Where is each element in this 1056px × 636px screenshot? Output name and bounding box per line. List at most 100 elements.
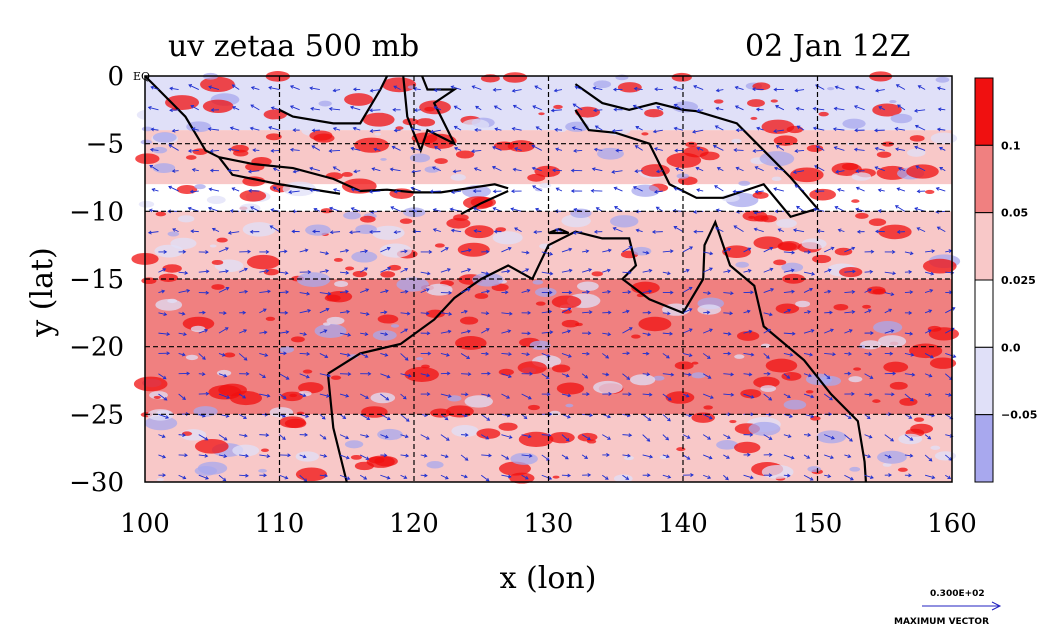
- field-blob: [303, 370, 312, 374]
- field-blob: [632, 247, 652, 256]
- field-blob: [842, 163, 858, 170]
- field-blob: [400, 218, 413, 224]
- field-blob: [203, 100, 234, 113]
- field-blob: [766, 359, 798, 373]
- field-blob: [872, 399, 880, 403]
- field-blob: [675, 361, 694, 369]
- field-blob: [536, 302, 546, 306]
- field-blob: [734, 354, 744, 358]
- x-tick-label: 110: [255, 509, 305, 539]
- field-blob: [795, 301, 810, 308]
- x-tick-label: 140: [658, 509, 708, 539]
- field-blob: [833, 304, 848, 310]
- colorbar-swatch: [975, 280, 993, 347]
- field-blob: [890, 382, 908, 390]
- field-blob: [910, 424, 933, 434]
- field-blob: [186, 355, 198, 360]
- field-blob: [816, 430, 846, 443]
- field-blob: [518, 361, 547, 374]
- field-blob: [137, 109, 162, 120]
- field-blob: [476, 428, 500, 438]
- field-blob: [233, 150, 248, 157]
- field-blob: [298, 90, 305, 93]
- x-tick-label: 120: [389, 509, 439, 539]
- field-blob: [207, 196, 226, 204]
- field-blob: [154, 245, 183, 258]
- field-blob: [212, 260, 224, 265]
- field-blob: [224, 353, 235, 358]
- field-blob: [351, 455, 362, 460]
- field-blob: [434, 158, 447, 164]
- x-tick-label: 100: [120, 509, 170, 539]
- field-blob: [451, 174, 466, 181]
- field-blob: [345, 267, 354, 271]
- field-blob: [641, 132, 648, 135]
- field-blob: [281, 392, 303, 402]
- field-blob: [877, 151, 891, 157]
- field-blob: [691, 372, 705, 378]
- field-blob: [592, 271, 603, 276]
- field-blob: [610, 215, 638, 227]
- field-blob: [378, 315, 399, 324]
- field-blob: [883, 362, 908, 373]
- field-blob: [575, 323, 583, 326]
- field-blob: [243, 222, 276, 236]
- field-blob: [528, 405, 540, 410]
- colorbar-swatch: [975, 145, 993, 212]
- field-blob: [849, 467, 860, 472]
- field-blob: [851, 172, 871, 181]
- field-blob: [738, 181, 750, 186]
- field-blob: [194, 184, 206, 189]
- field-blob: [334, 258, 343, 262]
- field-blob: [465, 395, 493, 407]
- field-blob: [700, 152, 720, 161]
- field-blob: [455, 336, 487, 350]
- field-blob: [777, 242, 796, 250]
- field-blob: [737, 331, 759, 341]
- field-blob: [460, 317, 478, 325]
- field-blob: [154, 396, 161, 399]
- field-blob: [776, 303, 799, 313]
- field-blob: [426, 284, 453, 296]
- field-blob: [842, 119, 865, 129]
- field-blob: [198, 462, 227, 475]
- field-blob: [747, 99, 765, 107]
- field-blob: [774, 135, 798, 145]
- field-blob: [910, 135, 925, 142]
- field-blob: [835, 248, 853, 256]
- field-blob: [760, 385, 776, 392]
- colorbar-swatch: [975, 415, 993, 482]
- field-blob: [200, 77, 235, 92]
- field-blob: [557, 382, 584, 394]
- field-blob: [363, 113, 395, 127]
- field-blob: [807, 466, 821, 472]
- field-blob: [261, 448, 269, 452]
- field-blob: [458, 243, 490, 257]
- field-blob: [217, 238, 228, 243]
- field-blob: [156, 212, 167, 217]
- field-blob: [344, 93, 373, 106]
- field-blob: [827, 87, 834, 90]
- field-blob: [456, 150, 474, 158]
- field-blob: [360, 216, 376, 223]
- field-blob: [539, 183, 551, 188]
- field-blob: [296, 468, 327, 482]
- chart-title: uv zetaa 500 mb: [168, 29, 419, 64]
- field-blob: [855, 213, 869, 219]
- field-blob: [862, 305, 871, 309]
- field-blob: [211, 284, 224, 290]
- field-blob: [676, 447, 685, 451]
- field-blob: [812, 255, 831, 263]
- field-blob: [134, 377, 168, 392]
- equator-label: EQ: [133, 70, 150, 83]
- field-blob: [291, 336, 305, 342]
- field-blob: [159, 274, 178, 282]
- field-blob: [297, 272, 331, 287]
- field-blob: [930, 446, 940, 450]
- field-blob: [177, 185, 197, 194]
- field-blob: [210, 244, 217, 247]
- field-blob: [935, 451, 956, 460]
- field-blob: [877, 451, 907, 464]
- vector-legend-value: 0.300E+02: [930, 589, 985, 599]
